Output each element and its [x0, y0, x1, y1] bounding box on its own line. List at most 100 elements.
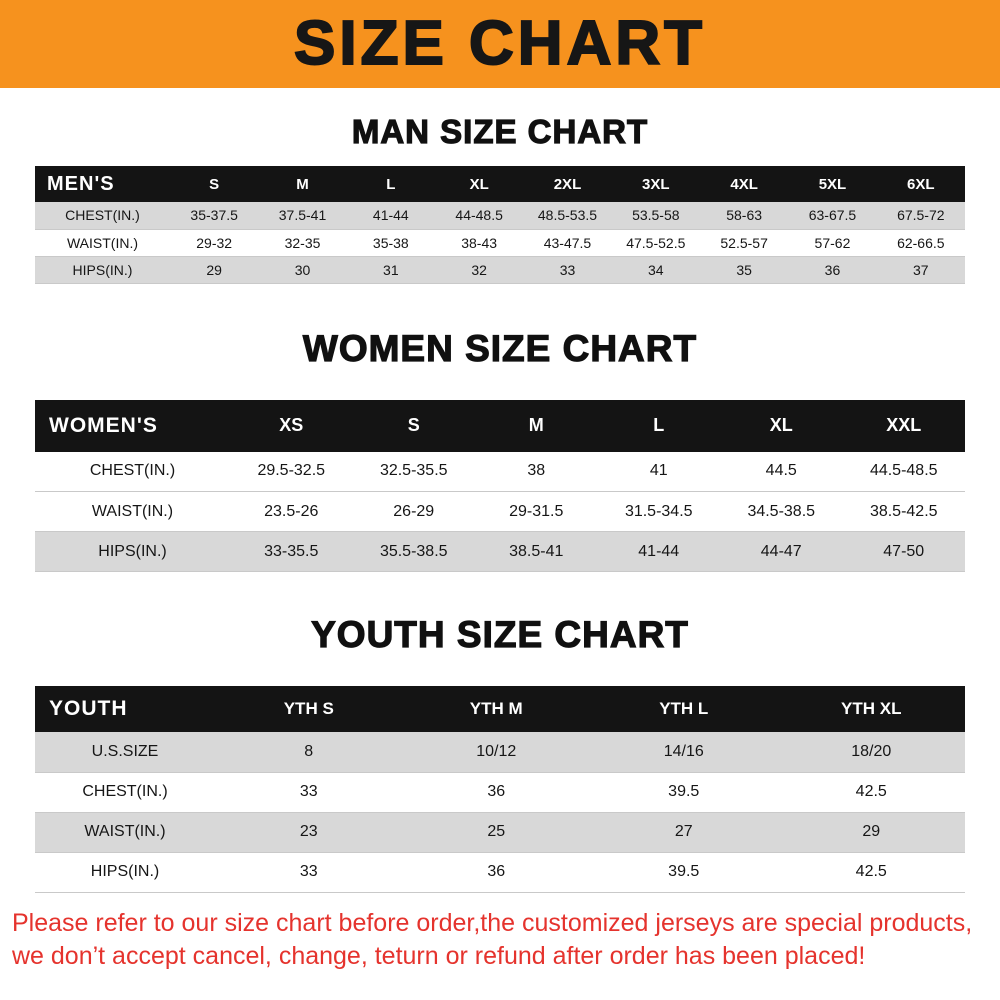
youth-size-chart-heading: YOUTH SIZE CHART: [311, 613, 689, 655]
size-value: 42.5: [855, 783, 887, 800]
size-value: 42.5: [855, 863, 887, 880]
size-value: 10/12: [476, 742, 517, 760]
size-value: 39.5: [668, 783, 700, 800]
size-value: 47-50: [883, 542, 925, 560]
size-column-header: YTH XL: [777, 686, 965, 732]
table-header-label: YOUTH: [35, 686, 215, 732]
table-row: HIPS(IN.) 33 36 39.5 42.5: [35, 852, 965, 892]
size-value: 41-44: [638, 542, 680, 560]
mens-size-table: MEN'S S M L XL 2XL 3XL 4XL 5XL 6XL CHEST(IN.) 35-37…: [35, 166, 965, 284]
table-row: WAIST(IN.) 23.5-26 26-29 29-31.5 31.5-34.5 34…: [35, 491, 965, 532]
size-value: 29: [862, 823, 881, 840]
size-value: 35: [736, 261, 752, 278]
footnote-line-1: Please refer to our size chart before or…: [12, 908, 973, 937]
table-row: WAIST(IN.) 29-32 32-35 35-38 38-43 43-47.5 47.…: [35, 229, 965, 256]
table-row: U.S.SIZE 8 10/12 14/16 18/20: [35, 732, 965, 772]
size-value: 47.5-52.5: [626, 234, 686, 251]
row-label: CHEST(IN.): [65, 207, 140, 224]
size-chart-banner: SIZE CHART: [0, 0, 1000, 88]
size-value: 36: [487, 783, 506, 800]
size-value: 35-37.5: [190, 207, 238, 224]
table-header-row: MEN'S S M L XL 2XL 3XL 4XL 5XL 6XL: [35, 166, 965, 202]
size-value: 23.5-26: [264, 502, 319, 520]
size-value: 41-44: [372, 207, 409, 224]
size-value: 44-47: [760, 542, 802, 560]
size-value: 32-35: [284, 234, 321, 251]
size-column-header: 4XL: [699, 166, 789, 202]
footnote: Please refer to our size chart before or…: [12, 907, 990, 973]
size-value: 35-38: [372, 234, 409, 251]
size-column-header: YTH M: [402, 686, 590, 732]
size-value: 36: [824, 261, 841, 278]
size-value: 27: [674, 823, 693, 840]
size-column-header: S: [352, 399, 475, 452]
size-value: 38.5-41: [509, 542, 564, 560]
size-value: 29: [206, 261, 222, 278]
size-value: 44-48.5: [455, 207, 503, 224]
row-label: HIPS(IN.): [98, 542, 167, 560]
table-row: HIPS(IN.) 33-35.5 35.5-38.5 38.5-41 41-44 44-…: [35, 531, 965, 572]
row-label: CHEST(IN.): [89, 462, 176, 480]
row-label: HIPS(IN.): [90, 863, 160, 880]
size-column-header: XS: [230, 399, 353, 452]
size-value: 18/20: [851, 742, 892, 760]
womens-size-table: WOMEN'S XS S M L XL XXL CHEST(IN.) 29.5-32.5 32.5…: [35, 399, 965, 573]
size-value: 67.5-72: [897, 207, 945, 224]
table-header-label: MEN'S: [35, 166, 170, 202]
size-value: 8: [304, 742, 314, 760]
table-row: CHEST(IN.) 29.5-32.5 32.5-35.5 38 41 44.5 44.5…: [35, 451, 965, 492]
size-value: 63-67.5: [808, 207, 857, 224]
size-value: 23: [299, 823, 318, 840]
table-header-row: YOUTH YTH S YTH M YTH L YTH XL: [35, 686, 965, 732]
size-value: 26-29: [393, 502, 435, 520]
size-value: 34.5-38.5: [747, 502, 816, 520]
row-label: WAIST(IN.): [84, 823, 166, 840]
size-value: 29.5-32.5: [257, 462, 326, 480]
size-value: 37: [913, 261, 929, 278]
youth-size-table: YOUTH YTH S YTH M YTH L YTH XL U.S.SIZE 8 10/12…: [35, 686, 965, 893]
size-value: 31.5-34.5: [624, 502, 693, 520]
size-value: 35.5-38.5: [379, 542, 448, 560]
size-value: 36: [487, 863, 506, 880]
table-row: CHEST(IN.) 35-37.5 37.5-41 41-44 44-48.5 48.5…: [35, 202, 965, 229]
size-value: 31: [383, 261, 399, 278]
footnote-line-2: we don’t accept cancel, change, teturn o…: [12, 941, 866, 970]
size-value: 34: [648, 261, 664, 278]
size-value: 44.5-48.5: [869, 462, 938, 480]
size-value: 38: [527, 462, 546, 480]
size-value: 41: [649, 462, 668, 480]
size-value: 38-43: [461, 234, 498, 251]
table-header-label: WOMEN'S: [35, 399, 230, 452]
size-column-header: M: [475, 399, 598, 452]
size-value: 62-66.5: [897, 234, 945, 251]
size-value: 53.5-58: [632, 207, 680, 224]
size-column-header: S: [170, 166, 259, 202]
row-label: U.S.SIZE: [91, 742, 159, 760]
size-column-header: M: [258, 166, 347, 202]
size-value: 25: [487, 823, 506, 840]
size-column-header: 5XL: [788, 166, 877, 202]
table-row: HIPS(IN.) 29 30 31 32 33 34 35 36 37: [35, 256, 965, 283]
size-value: 33: [299, 863, 318, 880]
table-header-row: WOMEN'S XS S M L XL XXL: [35, 399, 965, 452]
size-column-header: XL: [720, 399, 843, 452]
table-row: CHEST(IN.) 33 36 39.5 42.5: [35, 772, 965, 812]
size-value: 29-31.5: [509, 502, 564, 520]
size-value: 58-63: [726, 207, 763, 224]
size-column-header: 3XL: [611, 166, 700, 202]
size-value: 57-62: [814, 234, 851, 251]
size-column-header: 2XL: [523, 166, 612, 202]
women-size-chart-heading: WOMEN SIZE CHART: [302, 327, 698, 369]
size-value: 33: [299, 783, 318, 800]
row-label: WAIST(IN.): [91, 502, 174, 520]
man-size-chart-heading: MAN SIZE CHART: [351, 112, 649, 150]
size-value: 52.5-57: [720, 234, 768, 251]
size-value: 43-47.5: [543, 234, 592, 251]
size-column-header: XL: [434, 166, 524, 202]
size-value: 33: [559, 261, 576, 278]
size-column-header: 6XL: [876, 166, 965, 202]
banner-title: SIZE CHART: [293, 9, 706, 78]
size-value: 37.5-41: [278, 207, 327, 224]
size-value: 29-32: [196, 234, 233, 251]
row-label: WAIST(IN.): [66, 234, 139, 251]
